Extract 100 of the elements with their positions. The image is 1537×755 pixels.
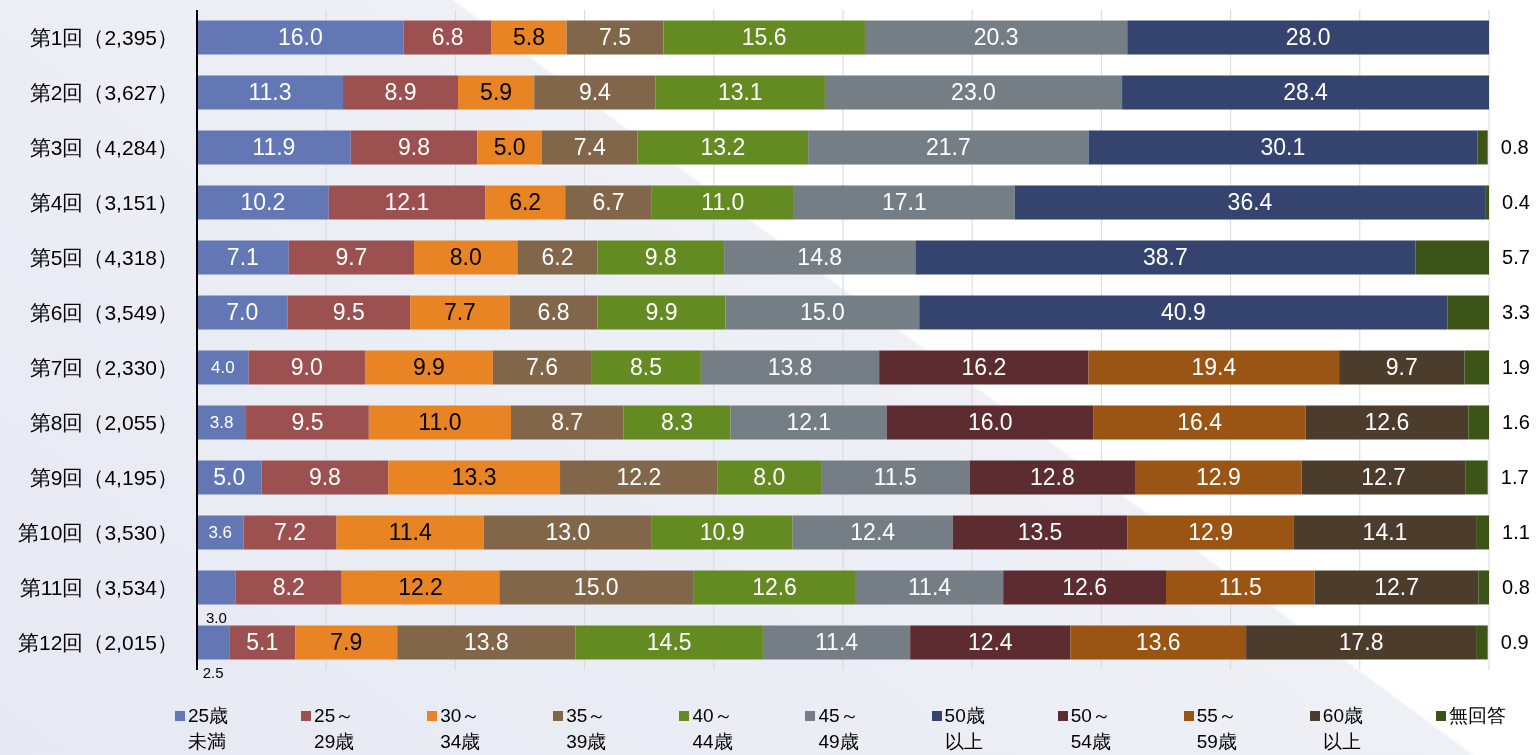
bar (919, 295, 1448, 330)
bar (1476, 625, 1488, 660)
data-label: 13.0 (545, 519, 591, 546)
bar (1464, 350, 1489, 385)
bar (915, 240, 1416, 275)
data-label: 21.7 (925, 134, 971, 161)
bar (246, 405, 369, 440)
data-label: 12.1 (786, 409, 832, 436)
data-label: 11.5 (873, 464, 917, 491)
y-tick-label: 第1回（2,395） (29, 25, 178, 49)
bar (1468, 405, 1489, 440)
bar (510, 405, 624, 440)
bar (197, 20, 404, 55)
data-label: 5.8 (513, 24, 546, 51)
data-label: 11.4 (815, 629, 859, 656)
data-label: 12.7 (1374, 574, 1419, 601)
legend-label: 30～34歳 (440, 704, 482, 754)
data-label: 3.6 (208, 522, 233, 542)
data-label: 7.5 (598, 24, 631, 51)
data-label: 16.4 (1177, 409, 1223, 436)
bar (295, 625, 398, 660)
data-label: 9.8 (308, 464, 341, 491)
bar (1127, 20, 1489, 55)
bar (509, 295, 598, 330)
data-label: 30.1 (1260, 134, 1306, 161)
data-label: 6.2 (509, 189, 542, 216)
legend-label: 25～29歳 (314, 704, 356, 754)
y-tick-label: 第10回（3,530） (18, 520, 178, 544)
bar (824, 75, 1123, 110)
data-label: 1.6 (1502, 411, 1530, 434)
bar (1070, 625, 1247, 660)
bar (197, 75, 343, 110)
bar (1477, 130, 1488, 165)
bar (1447, 295, 1489, 330)
bar (1088, 130, 1478, 165)
data-label: 14.5 (646, 629, 692, 656)
data-label: 13.2 (700, 134, 746, 161)
bar (651, 185, 794, 220)
data-label: 10.2 (240, 189, 286, 216)
bar (1093, 405, 1306, 440)
data-label: 11.4 (388, 519, 432, 546)
bar (910, 625, 1071, 660)
bar (717, 460, 822, 495)
y-tick-label: 第4回（3,151） (29, 190, 178, 214)
data-label: 10.9 (699, 519, 745, 546)
data-label: 4.0 (211, 357, 235, 377)
bar (1465, 460, 1488, 495)
bar (197, 570, 236, 605)
bar (1305, 405, 1469, 440)
data-label: 11.3 (248, 79, 292, 106)
bar (693, 570, 856, 605)
data-label: 5.7 (1502, 246, 1530, 269)
data-label: 7.4 (573, 134, 606, 161)
data-label: 6.8 (537, 299, 570, 326)
data-label: 9.5 (332, 299, 365, 326)
data-label: 17.8 (1338, 629, 1384, 656)
data-label: 8.0 (449, 244, 482, 271)
bar (1485, 185, 1489, 220)
bar (1478, 570, 1489, 605)
data-label: 28.0 (1285, 24, 1331, 51)
data-label: 23.0 (951, 79, 996, 106)
legend-label: 45～49歳 (818, 704, 860, 754)
data-label: 8.2 (272, 574, 305, 601)
bar (541, 130, 638, 165)
bar (792, 515, 953, 550)
bar (499, 570, 694, 605)
y-tick-label: 第12回（2,015） (18, 630, 178, 654)
bar (1301, 460, 1466, 495)
bar (1293, 515, 1477, 550)
data-label: 28.4 (1283, 79, 1329, 106)
bar (730, 405, 887, 440)
data-label: 13.8 (464, 629, 509, 656)
data-label: 2.5 (202, 663, 224, 681)
data-label: 9.5 (291, 409, 324, 436)
bar (261, 460, 389, 495)
bar (197, 130, 351, 165)
data-label: 16.0 (967, 409, 1013, 436)
bar (388, 460, 561, 495)
data-label: 8.9 (384, 79, 417, 106)
data-label: 12.2 (616, 464, 662, 491)
bar (197, 295, 288, 330)
data-label: 9.4 (578, 79, 612, 106)
bar (197, 185, 329, 220)
data-label: 1.9 (1502, 356, 1530, 379)
y-tick-label: 第3回（4,284） (29, 135, 178, 159)
bar (492, 350, 592, 385)
bar (397, 625, 576, 660)
data-label: 9.8 (398, 134, 431, 161)
data-label: 11.0 (701, 189, 745, 216)
bar (235, 570, 342, 605)
data-label: 9.9 (645, 299, 678, 326)
data-label: 13.6 (1135, 629, 1181, 656)
data-label: 11.5 (1218, 574, 1262, 601)
data-label: 8.3 (660, 409, 693, 436)
data-label: 0.9 (1500, 631, 1529, 654)
bar (477, 130, 542, 165)
data-label: 12.4 (967, 629, 1013, 656)
bar (368, 405, 511, 440)
data-label: 5.9 (480, 79, 513, 106)
data-label: 3.8 (209, 412, 234, 432)
